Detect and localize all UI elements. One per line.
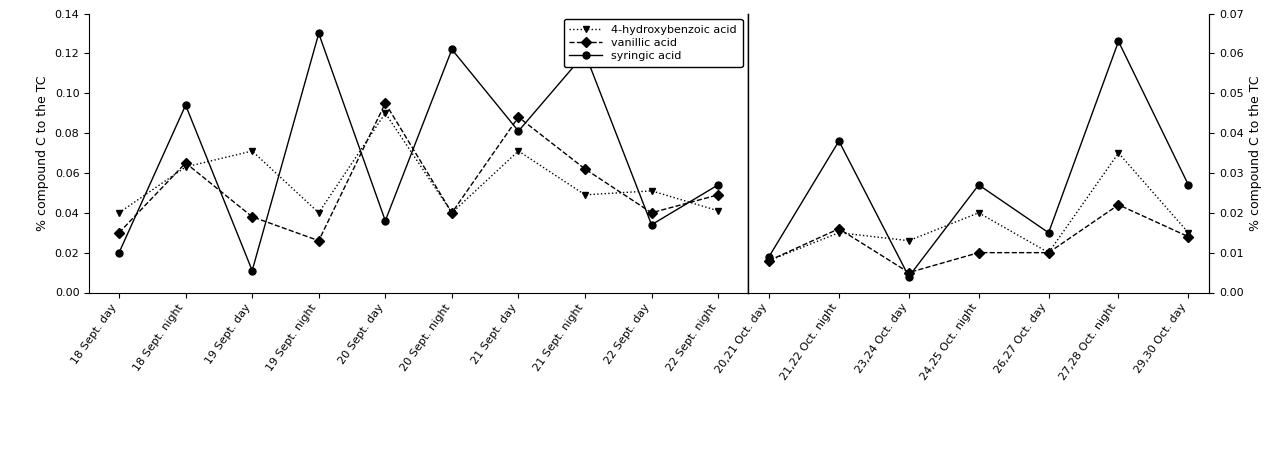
Legend: 4-hydroxybenzoic acid, vanillic acid, syringic acid: 4-hydroxybenzoic acid, vanillic acid, sy… (564, 19, 742, 67)
Y-axis label: % compound C to the TC: % compound C to the TC (1249, 75, 1263, 231)
Y-axis label: % compound C to the TC: % compound C to the TC (36, 75, 50, 231)
